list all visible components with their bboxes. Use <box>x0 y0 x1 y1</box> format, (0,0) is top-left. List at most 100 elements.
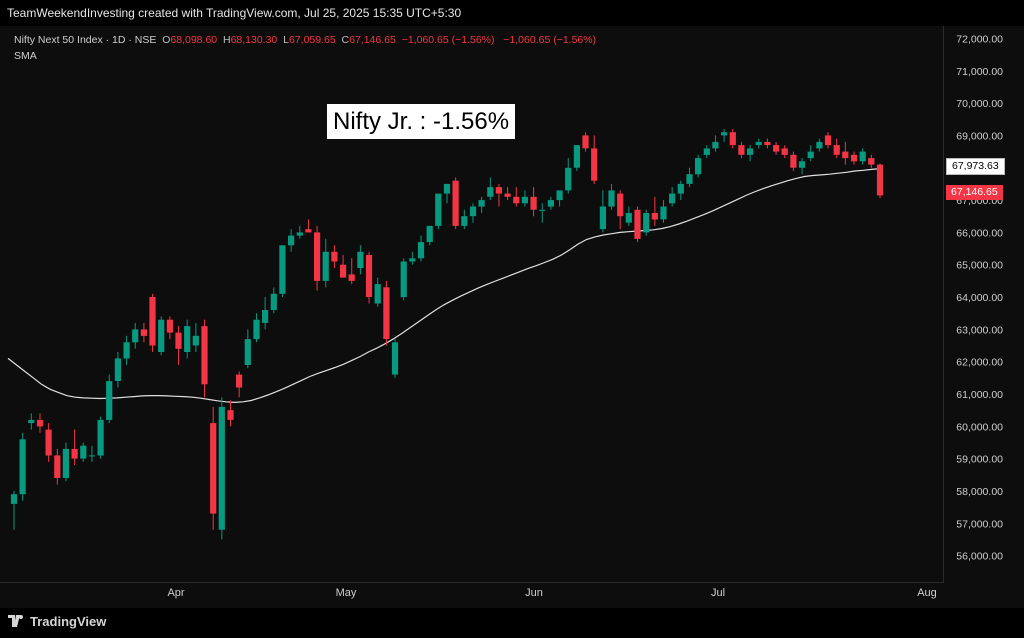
candle <box>123 335 130 365</box>
candle-body <box>539 209 546 211</box>
candle-body <box>781 148 788 155</box>
candle-body <box>28 419 35 424</box>
candle <box>738 141 745 159</box>
y-tick-label: 60,000.00 <box>956 421 1003 433</box>
y-tick-label: 62,000.00 <box>956 357 1003 369</box>
candle <box>71 429 78 466</box>
candle <box>253 313 260 343</box>
candle-body <box>738 145 745 155</box>
y-tick-label: 56,000.00 <box>956 551 1003 563</box>
candle <box>54 448 61 485</box>
y-tick-label: 66,000.00 <box>956 227 1003 239</box>
candle <box>262 297 269 330</box>
candle <box>833 138 840 159</box>
candle <box>314 225 321 291</box>
candle <box>781 145 788 159</box>
candle-body <box>816 141 823 149</box>
candle-body <box>365 255 373 297</box>
tradingview-logo[interactable]: TradingView <box>8 614 106 629</box>
sma-line <box>7 168 881 404</box>
last-price-tag: 67,146.65 <box>946 185 1003 200</box>
candle <box>365 251 373 304</box>
candle-body <box>504 193 511 197</box>
candle <box>331 245 338 268</box>
y-tick-label: 70,000.00 <box>956 98 1003 110</box>
candle <box>669 187 676 207</box>
candle <box>868 154 875 168</box>
candle <box>305 219 312 233</box>
sma-price-tag: 67,973.63 <box>946 158 1005 175</box>
candle-body <box>599 206 606 230</box>
candle-body <box>868 158 875 165</box>
candle <box>625 206 632 226</box>
candle <box>469 203 477 223</box>
candle <box>565 158 572 194</box>
candle-body <box>530 196 537 210</box>
candle-body <box>236 374 243 388</box>
candle <box>149 293 156 352</box>
candle-body <box>521 196 528 204</box>
header-bar: TeamWeekendInvesting created with Tradin… <box>0 0 1024 26</box>
candle <box>296 225 303 239</box>
candle-body <box>10 494 18 504</box>
candle-body <box>582 135 589 149</box>
candle <box>521 190 528 207</box>
candle-body <box>175 332 182 349</box>
candle <box>807 145 814 162</box>
candle-body <box>643 213 650 233</box>
candle-body <box>400 261 407 298</box>
candle <box>391 339 399 378</box>
candle <box>435 193 442 230</box>
candle-body <box>227 410 234 420</box>
candle-body <box>876 164 884 196</box>
candle-body <box>556 190 563 201</box>
candle <box>729 128 736 149</box>
candle <box>556 190 563 207</box>
candle-body <box>764 141 771 146</box>
x-tick-label: Aug <box>917 587 937 599</box>
x-tick-label: May <box>336 587 357 599</box>
candle <box>288 229 295 252</box>
candle <box>106 374 113 424</box>
candle <box>132 322 139 349</box>
high-label: H <box>222 34 231 46</box>
high-value: 68,130.30 <box>230 34 278 46</box>
candle-body <box>755 141 762 146</box>
symbol-legend[interactable]: Nifty Next 50 Index · 1D · NSE O68,098.6… <box>14 34 596 46</box>
candle <box>400 258 407 301</box>
candle <box>495 183 502 207</box>
candle-body <box>36 419 44 427</box>
candle <box>28 413 35 430</box>
candle-body <box>833 145 840 155</box>
candle-body <box>790 154 797 168</box>
candle <box>279 245 286 298</box>
candle-body <box>262 310 269 323</box>
candle-body <box>591 148 598 181</box>
candle <box>340 255 347 278</box>
symbol-name[interactable]: Nifty Next 50 Index · 1D · NSE <box>14 34 157 46</box>
candle-body <box>695 158 702 175</box>
candle <box>876 163 884 199</box>
candle <box>703 145 710 159</box>
candle <box>348 258 355 285</box>
candle-body <box>244 339 251 365</box>
candle <box>383 280 390 346</box>
candle <box>10 490 18 530</box>
y-tick-label: 59,000.00 <box>956 454 1003 466</box>
tradingview-logo-icon <box>8 615 23 627</box>
candle-body <box>19 439 26 495</box>
candle-body <box>374 284 381 304</box>
change-value: −1,060.65 (−1.56%) <box>401 34 495 46</box>
candle <box>695 154 702 178</box>
sma-indicator-label[interactable]: SMA <box>14 50 37 62</box>
candle <box>686 167 693 188</box>
candle-body <box>322 251 329 281</box>
candle-body <box>842 151 849 159</box>
candle <box>634 206 641 243</box>
annotation-label: Nifty Jr. : -1.56% <box>327 104 516 139</box>
candle <box>443 183 451 204</box>
candle <box>816 138 823 152</box>
candle <box>764 138 771 149</box>
x-tick-label: Jul <box>711 587 725 599</box>
